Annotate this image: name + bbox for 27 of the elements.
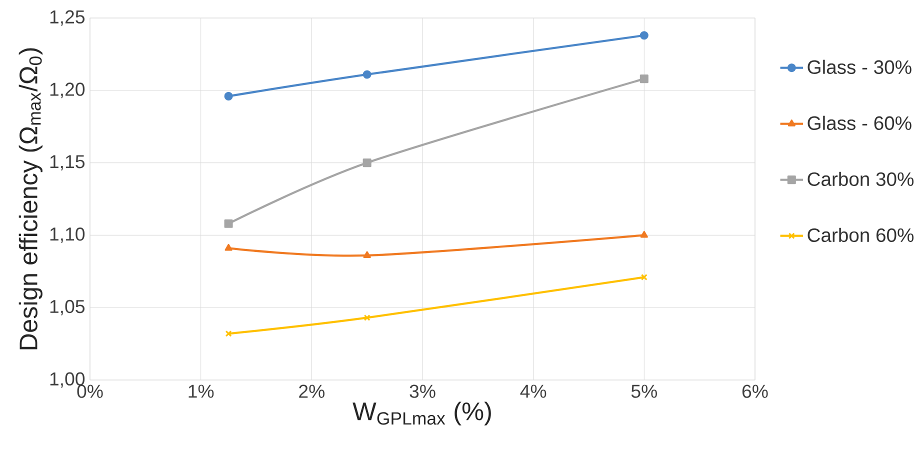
point (362, 70, 372, 79)
x-tick-label: 3% (410, 384, 436, 398)
legend-label: Carbon 30% (808, 172, 914, 186)
y-axis-title: Design efficiency (Ω$_{max}$/Ω$_{0}$) (18, 48, 42, 350)
point (224, 92, 233, 100)
x-tick-label: 1% (188, 384, 214, 398)
legend-label: Carbon 60% (808, 228, 914, 242)
point (640, 74, 648, 84)
point (362, 158, 372, 168)
y-tick-label: 1,10 (50, 227, 85, 243)
x-tick-label: 2% (299, 384, 324, 398)
point (224, 219, 233, 228)
x-tick-label: 6% (742, 384, 768, 398)
legend-label: Glass - 30% (808, 60, 912, 74)
y-tick-label: 1,25 (50, 10, 85, 26)
point (363, 251, 371, 258)
x-tick-label: 5% (631, 384, 657, 398)
y-tick-label: 1,20 (50, 82, 85, 98)
x-tick-label: 4% (520, 384, 546, 398)
point (224, 244, 232, 251)
x-axis-title: W$_{GPLmax}$ (%) (352, 402, 491, 426)
point (364, 314, 370, 321)
legend-label: Glass - 60% (808, 116, 912, 130)
y-tick-label: 1,15 (50, 155, 85, 170)
y-tick-label: 1,05 (50, 300, 85, 316)
point (640, 230, 648, 238)
point (640, 31, 648, 40)
